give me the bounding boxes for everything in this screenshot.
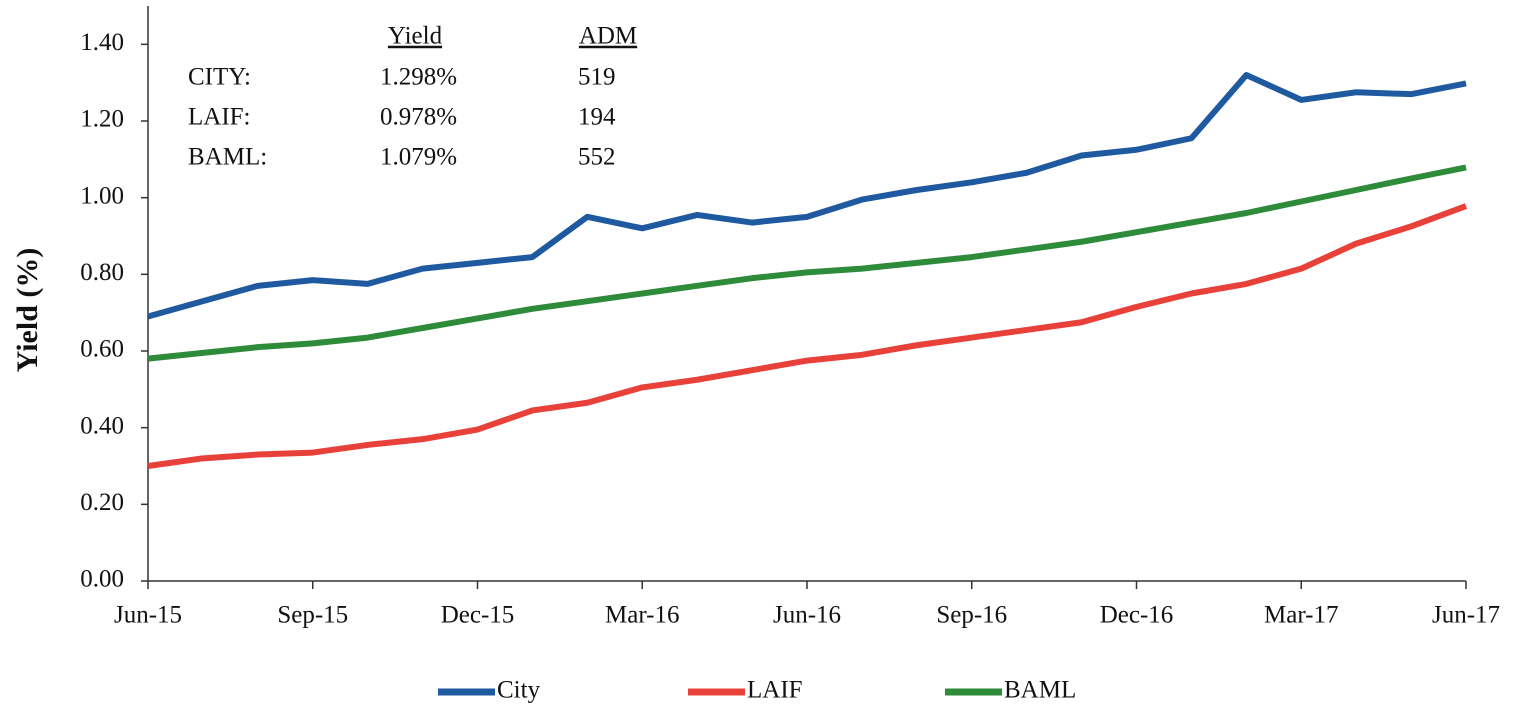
table-header: Yield [388, 23, 443, 50]
legend-label: LAIF [747, 677, 803, 704]
x-tick-label: Sep-16 [936, 602, 1007, 629]
table-cell: 519 [578, 64, 616, 91]
y-axis-label: Yield (%) [11, 248, 44, 373]
y-tick-label: 1.20 [80, 106, 124, 133]
x-tick-label: Jun-16 [773, 602, 841, 629]
y-tick-label: 0.20 [80, 489, 124, 516]
table-cell: CITY: [188, 64, 251, 91]
series-line [147, 203, 1468, 469]
x-tick-label: Jun-15 [114, 602, 182, 629]
table-header: ADM [579, 23, 637, 50]
series-line [147, 72, 1467, 320]
table-cell: BAML: [188, 144, 267, 171]
y-tick-label: 0.40 [80, 412, 124, 439]
y-tick-label: 0.00 [80, 566, 124, 593]
x-tick-label: Dec-16 [1100, 602, 1174, 629]
table-cell: 1.298% [380, 64, 457, 91]
legend-label: City [497, 677, 541, 704]
y-tick-label: 0.60 [80, 336, 124, 363]
table-cell: 552 [578, 144, 616, 171]
x-tick-label: Sep-15 [277, 602, 348, 629]
table-cell: LAIF: [188, 104, 251, 131]
x-tick-label: Mar-17 [1264, 602, 1338, 629]
x-tick-label: Dec-15 [441, 602, 515, 629]
y-tick-label: 0.80 [80, 259, 124, 286]
x-tick-label: Mar-16 [605, 602, 679, 629]
y-tick-label: 1.40 [80, 29, 124, 56]
table-cell: 0.978% [380, 104, 457, 131]
y-tick-label: 1.00 [80, 182, 124, 209]
series-line [147, 164, 1467, 362]
table-cell: 194 [578, 104, 616, 131]
table-cell: 1.079% [380, 144, 457, 171]
legend-label: BAML [1004, 677, 1076, 704]
x-tick-label: Jun-17 [1432, 602, 1500, 629]
